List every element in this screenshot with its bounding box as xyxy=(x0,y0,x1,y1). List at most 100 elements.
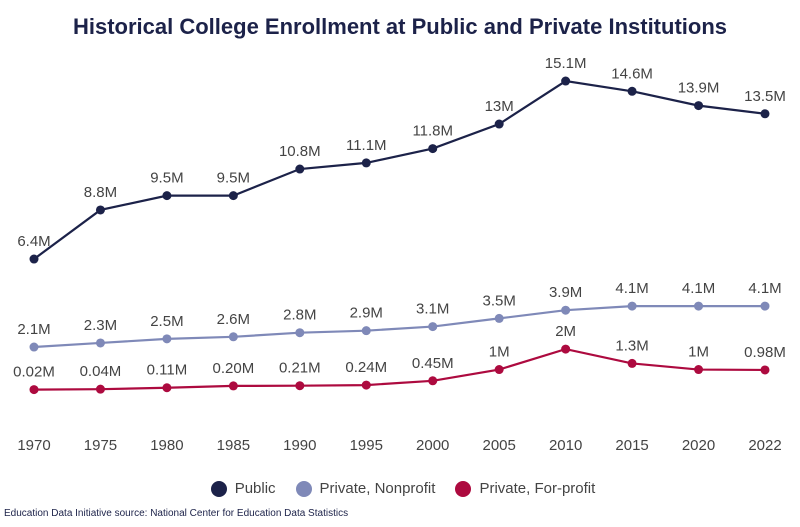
data-point xyxy=(760,109,770,119)
data-point xyxy=(361,326,371,336)
data-label: 0.11M xyxy=(147,362,188,379)
data-point xyxy=(694,101,704,111)
data-label: 3.5M xyxy=(483,292,516,309)
data-label: 0.24M xyxy=(345,359,387,376)
data-point xyxy=(295,164,305,174)
data-point xyxy=(494,313,504,323)
data-label: 13.5M xyxy=(744,88,786,105)
x-tick-label: 1975 xyxy=(84,437,117,454)
data-label: 0.04M xyxy=(80,363,122,380)
data-point xyxy=(295,328,305,338)
data-point xyxy=(561,305,571,315)
data-point xyxy=(428,376,438,386)
data-point xyxy=(760,365,770,375)
data-label: 6.4M xyxy=(17,233,50,250)
series-line xyxy=(33,79,766,260)
source-note: Education Data Initiative source: Nation… xyxy=(4,508,349,519)
data-point xyxy=(162,383,172,393)
data-label: 4.1M xyxy=(748,280,781,297)
data-point xyxy=(228,332,238,342)
data-label: 3.1M xyxy=(416,301,449,318)
x-tick-label: 1970 xyxy=(17,437,50,454)
legend-label: Public xyxy=(234,480,276,497)
chart-title: Historical College Enrollment at Public … xyxy=(72,14,727,39)
data-label: 1.3M xyxy=(615,337,648,354)
data-label: 15.1M xyxy=(545,55,587,72)
x-tick-label: 2020 xyxy=(682,437,715,454)
data-label: 1M xyxy=(688,344,709,361)
data-label: 4.1M xyxy=(682,280,715,297)
data-point xyxy=(228,191,238,201)
data-point xyxy=(95,205,105,215)
data-label: 2M xyxy=(555,323,576,340)
series-line xyxy=(33,347,766,391)
x-tick-label: 1985 xyxy=(217,437,250,454)
data-label: 2.5M xyxy=(150,313,183,330)
data-label: 1M xyxy=(489,344,510,361)
data-point xyxy=(694,301,704,311)
data-label: 3.9M xyxy=(549,284,582,301)
data-label: 2.1M xyxy=(17,321,50,338)
x-tick-label: 2015 xyxy=(615,437,648,454)
x-tick-label: 2022 xyxy=(748,437,781,454)
data-point xyxy=(95,384,105,394)
data-label: 2.9M xyxy=(350,305,383,322)
data-label: 0.98M xyxy=(744,344,786,361)
data-point xyxy=(627,301,637,311)
data-point xyxy=(494,119,504,129)
legend: Public Private, Nonprofit Private, For-p… xyxy=(0,480,800,497)
line-chart: 1970 1975 1980 1985 1990 1995 2000 2005 2010 2015… xyxy=(13,55,786,454)
x-tick-label: 2010 xyxy=(549,437,582,454)
data-label: 0.20M xyxy=(213,360,255,377)
data-label: 2.3M xyxy=(84,317,117,334)
data-label: 4.1M xyxy=(615,280,648,297)
x-tick-label: 1980 xyxy=(150,437,183,454)
data-point xyxy=(627,358,637,368)
legend-item-private-forprofit[interactable]: Private, For-profit xyxy=(455,480,595,497)
legend-item-private-nonprofit[interactable]: Private, Nonprofit xyxy=(295,480,436,497)
legend-label: Private, Nonprofit xyxy=(319,480,436,497)
data-label: 13.9M xyxy=(678,80,720,97)
legend-swatch xyxy=(455,480,472,497)
data-point xyxy=(428,144,438,154)
data-point xyxy=(428,322,438,332)
data-point xyxy=(295,381,305,391)
data-label: 11.1M xyxy=(346,137,387,154)
x-tick-label: 1995 xyxy=(350,437,383,454)
x-tick-label: 2005 xyxy=(482,437,515,454)
data-label: 14.6M xyxy=(611,65,653,82)
x-tick-label: 2000 xyxy=(416,437,449,454)
data-point xyxy=(29,254,39,264)
data-point xyxy=(95,338,105,348)
data-label: 9.5M xyxy=(150,170,183,187)
data-label: 13M xyxy=(485,98,514,115)
data-label: 8.8M xyxy=(84,184,117,201)
data-point xyxy=(162,334,172,344)
data-label: 0.02M xyxy=(13,364,55,381)
data-point xyxy=(561,344,571,354)
data-point xyxy=(29,342,39,352)
data-label: 0.45M xyxy=(412,355,454,372)
data-point xyxy=(561,76,571,86)
data-point xyxy=(694,365,704,375)
series-line xyxy=(33,305,765,349)
data-label: 11.8M xyxy=(412,123,453,140)
data-point xyxy=(627,86,637,96)
data-point xyxy=(29,385,39,395)
legend-item-public[interactable]: Public xyxy=(210,480,276,497)
data-point xyxy=(760,301,770,311)
legend-label: Private, For-profit xyxy=(479,480,596,497)
data-label: 0.21M xyxy=(279,360,321,377)
data-label: 2.6M xyxy=(217,311,250,328)
data-point xyxy=(361,380,371,390)
data-point xyxy=(162,191,172,201)
data-label: 9.5M xyxy=(217,170,250,187)
legend-swatch xyxy=(210,480,227,497)
data-label: 10.8M xyxy=(279,143,321,160)
x-tick-label: 1990 xyxy=(283,437,316,454)
legend-swatch xyxy=(295,480,312,497)
data-point xyxy=(494,365,504,375)
data-point xyxy=(228,381,238,391)
data-label: 2.8M xyxy=(283,307,316,324)
data-point xyxy=(361,158,371,168)
